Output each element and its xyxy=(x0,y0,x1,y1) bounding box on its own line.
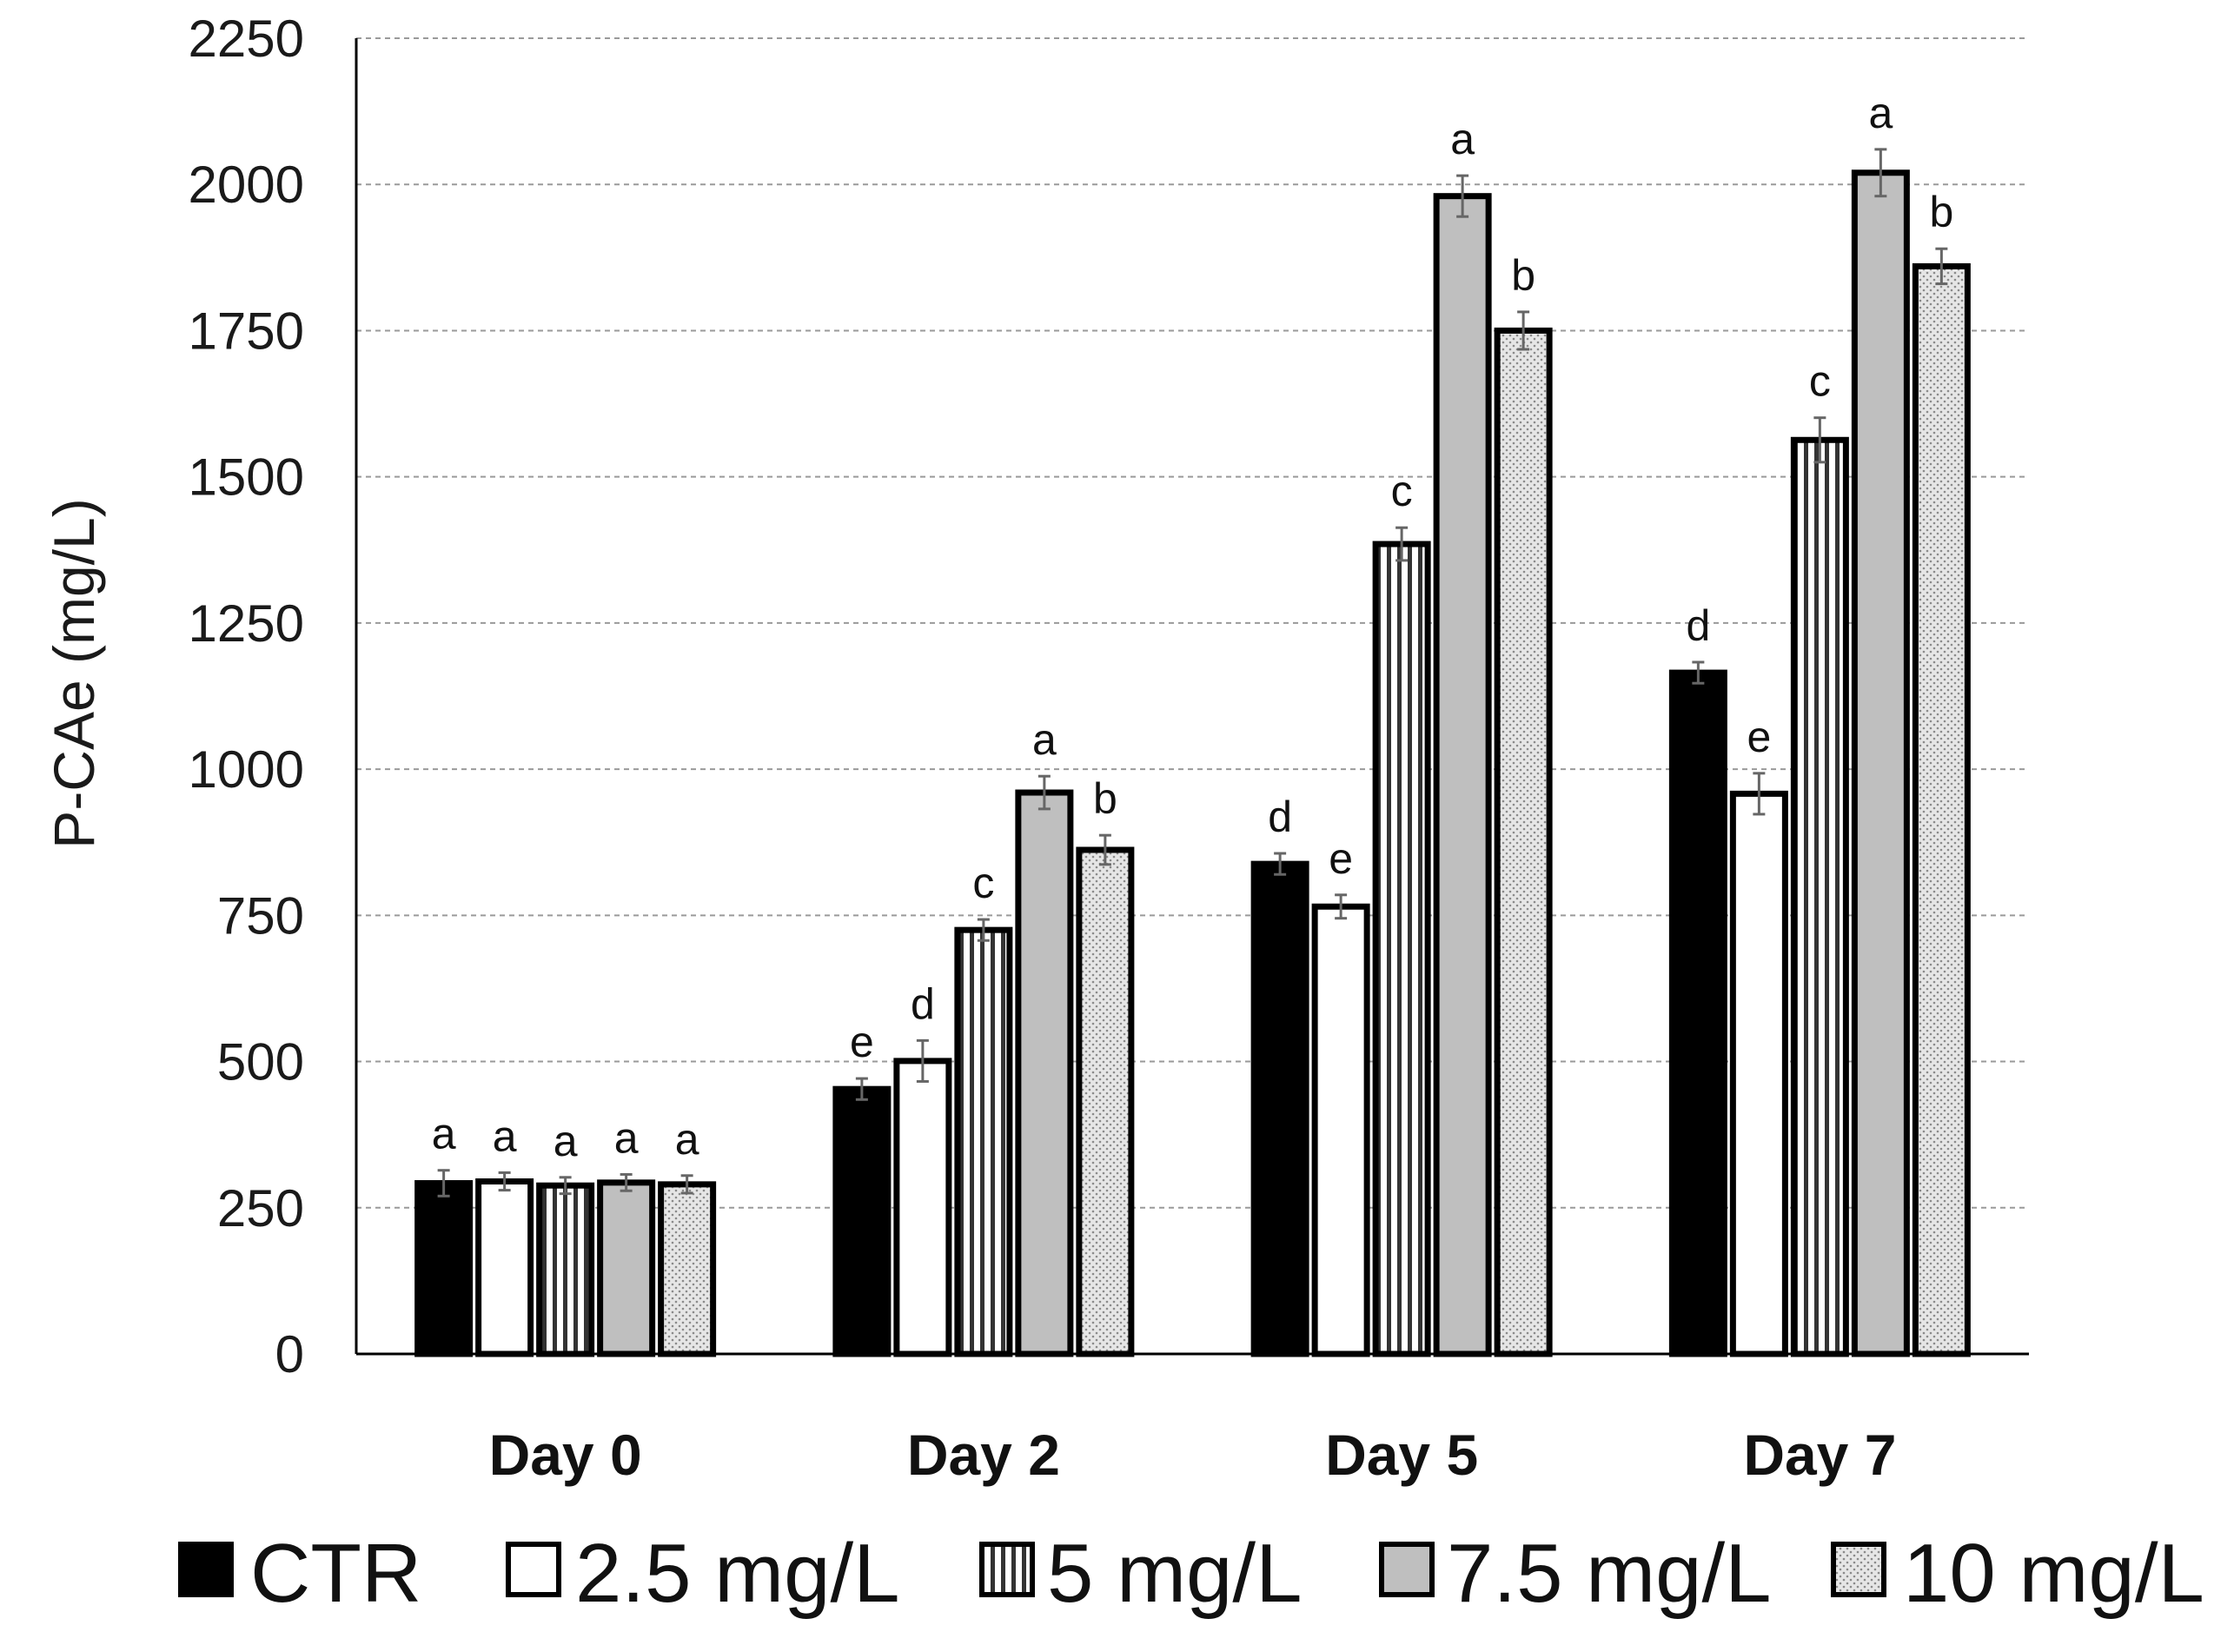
y-tick-label: 2000 xyxy=(189,156,304,214)
legend-label: 7.5 mg/L xyxy=(1447,1527,1772,1620)
legend-label: 2.5 mg/L xyxy=(575,1527,900,1620)
y-tick-label: 500 xyxy=(217,1033,304,1091)
category-label: Day 7 xyxy=(1743,1423,1896,1487)
significance-letter: a xyxy=(1868,89,1893,137)
bar xyxy=(1851,169,1910,1357)
category-label: Day 0 xyxy=(489,1423,642,1487)
bar xyxy=(414,1180,474,1357)
y-tick-label: 0 xyxy=(275,1325,304,1383)
significance-letter: a xyxy=(554,1117,578,1165)
significance-letter: d xyxy=(1686,601,1710,650)
legend-label: 5 mg/L xyxy=(1047,1527,1302,1620)
y-tick-label: 1250 xyxy=(189,594,304,653)
bar xyxy=(597,1179,656,1357)
significance-letter: c xyxy=(1391,467,1413,515)
significance-letter: d xyxy=(1268,793,1292,841)
category-label: Day 5 xyxy=(1325,1423,1478,1487)
bars xyxy=(414,148,1971,1357)
significance-letter: a xyxy=(1450,115,1475,163)
significance-letter: e xyxy=(850,1018,874,1066)
legend-label: 10 mg/L xyxy=(1903,1527,2204,1620)
bar xyxy=(1790,436,1849,1357)
significance-letter: c xyxy=(1809,357,1831,406)
legend-swatch xyxy=(979,1542,1035,1597)
y-tick-label: 2250 xyxy=(189,10,304,68)
y-tick-label: 750 xyxy=(217,886,304,945)
y-axis-title: P-CAe (mg/L) xyxy=(42,498,106,848)
significance-letter: b xyxy=(1511,251,1535,300)
bar xyxy=(536,1182,595,1357)
labels: 0 250 500 750 1000 1250 1500 1750 2000 2250 P-CAe … xyxy=(42,10,1953,1487)
bar xyxy=(1076,846,1135,1357)
bar xyxy=(1015,789,1074,1357)
bar xyxy=(475,1178,534,1357)
legend: CTR 2.5 mg/L 5 mg/L 7.5 mg/L 10 mg/L xyxy=(178,1527,2204,1620)
significance-letter: a xyxy=(675,1115,699,1164)
significance-letter: c xyxy=(972,859,994,907)
significance-letter: b xyxy=(1093,774,1117,823)
y-tick-label: 1750 xyxy=(189,302,304,360)
significance-letter: e xyxy=(1747,713,1771,761)
category-label: Day 2 xyxy=(907,1423,1060,1487)
significance-letter: a xyxy=(614,1113,639,1162)
legend-label: CTR xyxy=(250,1527,421,1620)
y-tick-label: 250 xyxy=(217,1179,304,1237)
significance-letter: a xyxy=(432,1110,456,1158)
bar xyxy=(1912,262,1971,1357)
bar xyxy=(1311,903,1370,1357)
bar xyxy=(954,926,1013,1357)
significance-letter: d xyxy=(911,979,935,1028)
bar xyxy=(893,1058,952,1357)
grid-lines xyxy=(356,37,2029,1209)
bar xyxy=(1729,790,1788,1357)
significance-letter: a xyxy=(493,1111,517,1160)
bar xyxy=(1250,860,1309,1357)
legend-swatch xyxy=(178,1542,234,1597)
bar xyxy=(1372,541,1431,1357)
legend-swatch xyxy=(1831,1542,1886,1597)
legend-swatch xyxy=(1379,1542,1435,1597)
significance-letter: a xyxy=(1032,715,1057,764)
axes xyxy=(355,38,2029,1356)
significance-letter: b xyxy=(1929,188,1953,236)
bar xyxy=(1433,193,1492,1357)
bar xyxy=(1668,669,1727,1357)
y-tick-label: 1000 xyxy=(189,740,304,799)
significance-letter: e xyxy=(1329,834,1353,883)
bar xyxy=(658,1181,717,1357)
bar xyxy=(832,1085,892,1357)
legend-swatch xyxy=(506,1542,561,1597)
y-tick-label: 1500 xyxy=(189,448,304,507)
bar xyxy=(1494,327,1553,1357)
